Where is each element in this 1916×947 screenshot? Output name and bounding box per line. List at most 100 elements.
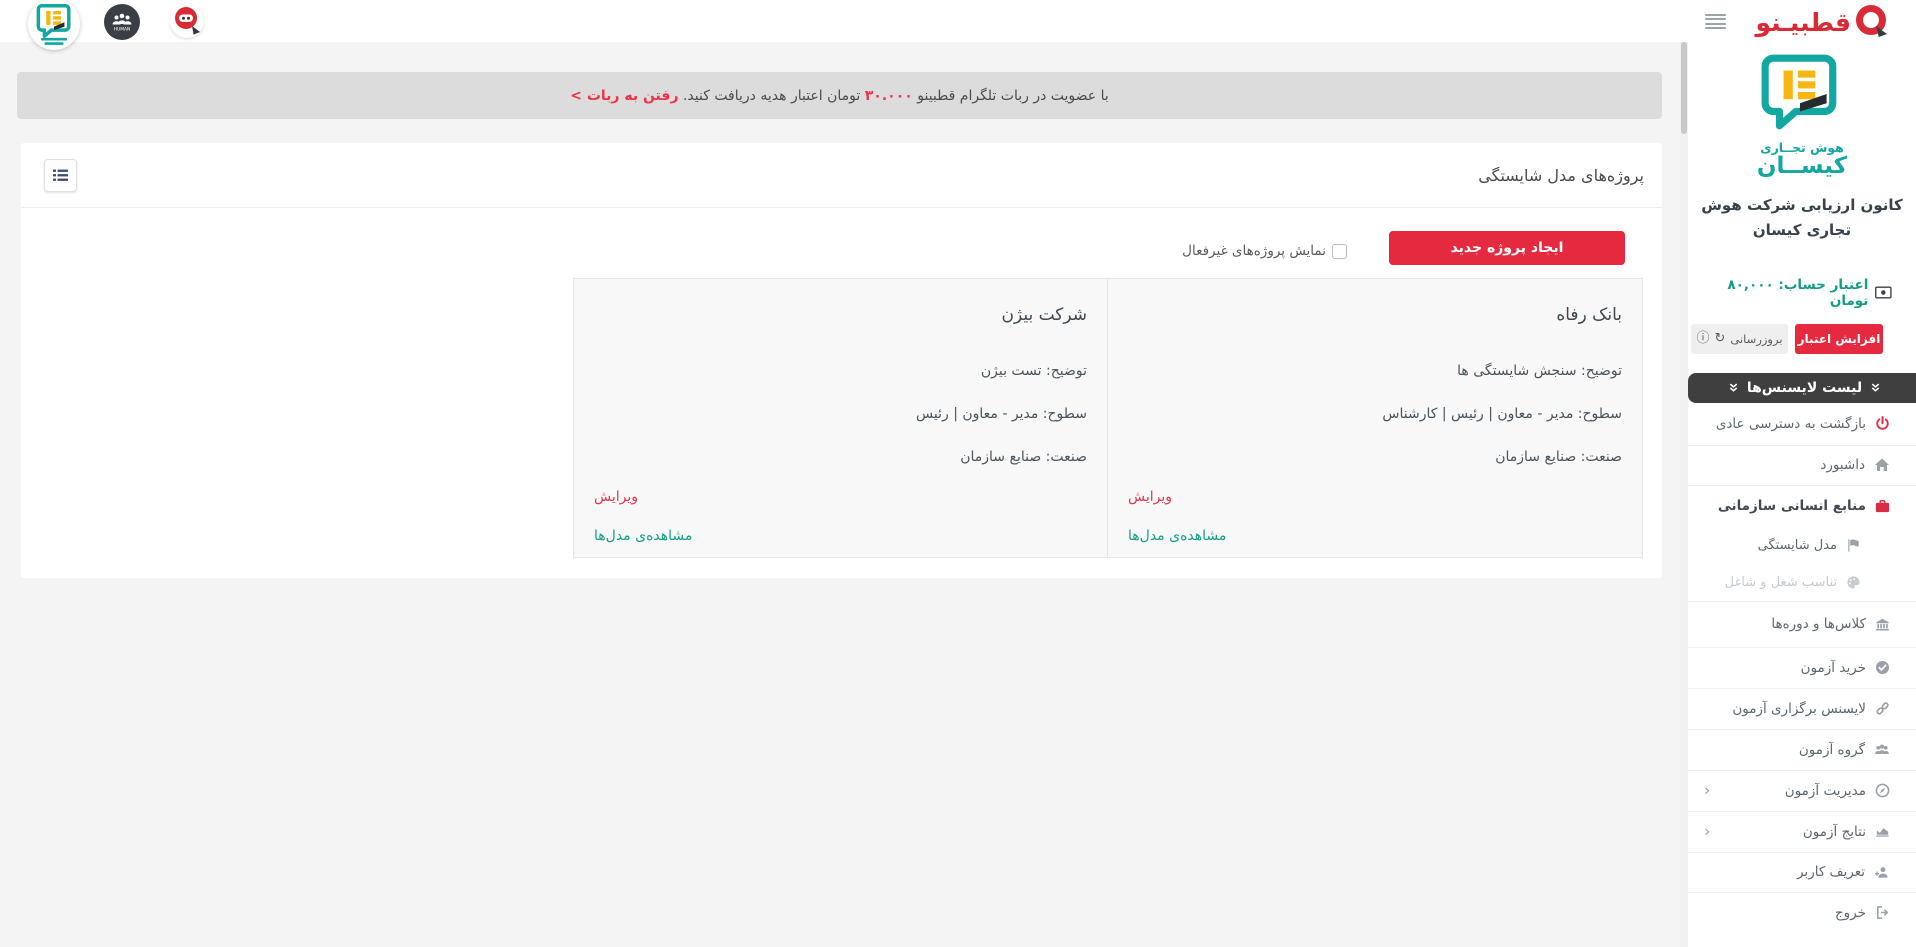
license-list-header[interactable]: لیست لایسنس‌ها	[1688, 372, 1916, 403]
project-description: توضیح: تست بیژن	[980, 363, 1087, 379]
banner-suffix: تومان اعتبار هدیه دریافت کنید.	[678, 87, 865, 104]
sidebar-item-job-fit: تناسب شغل و شاغل	[1688, 564, 1916, 601]
link-icon	[1876, 702, 1889, 715]
projects-panel: پروژه‌های مدل شایستگی ایجاد پروژه جدید ن…	[21, 143, 1662, 578]
project-industry: صنعت: صنایع سازمان	[1495, 449, 1622, 465]
sidebar-toggle-hamburger-icon[interactable]	[1705, 14, 1726, 30]
project-cards: بانک رفاه توضیح: سنجش شایستگی ها سطوح: م…	[573, 278, 1643, 558]
increase-credit-button[interactable]: افزایش اعتبار	[1795, 323, 1883, 354]
money-bill-icon	[1875, 286, 1892, 299]
sidebar-item-label: داشبورد	[1820, 457, 1865, 473]
chevron-double-down-icon	[1871, 383, 1880, 392]
sign-out-icon	[1877, 906, 1889, 919]
logo-caption-line1: هوش تجــاری	[1760, 140, 1844, 155]
organization-title: کانون ارزیابی شرکت هوش تجاری کیسان	[1701, 196, 1903, 239]
page-title: پروژه‌های مدل شایستگی	[1478, 166, 1644, 185]
vertical-scrollbar[interactable]	[1680, 42, 1688, 947]
project-card-bizhan: شرکت بیژن توضیح: تست بیژن سطوح: مدیر - م…	[574, 279, 1108, 557]
check-circle-icon	[1875, 660, 1890, 675]
sidebar-item-classes-courses[interactable]: کلاس‌ها و دوره‌ها	[1688, 600, 1916, 647]
brand-name: قطبیـنو	[1755, 7, 1852, 37]
banner-text: با عضویت در ربات تلگرام قطبینو ۳۰.۰۰۰ تو…	[570, 88, 1109, 104]
qotbino-bot-app-icon[interactable]	[170, 4, 204, 38]
sidebar-item-logout[interactable]: خروج	[1688, 891, 1916, 933]
qotbino-bot-icon	[175, 7, 200, 35]
main-content: با عضویت در ربات تلگرام قطبینو ۳۰.۰۰۰ تو…	[0, 42, 1680, 947]
sidebar-item-dashboard[interactable]: داشبورد	[1688, 444, 1916, 485]
sidebar-item-label: خروج	[1834, 904, 1866, 921]
banner-prefix: با عضویت در ربات تلگرام قطبینو	[912, 87, 1109, 104]
project-industry: صنعت: صنایع سازمان	[960, 449, 1087, 465]
go-to-bot-link[interactable]: رفتن به ربات >	[570, 87, 679, 104]
list-view-button[interactable]	[44, 159, 77, 192]
sidebar: هوش تجــاری کیســان کانون ارزیابی شرکت ه…	[1688, 0, 1916, 947]
sidebar-item-label: منابع انسانی سازمانی	[1717, 498, 1866, 514]
sidebar-item-label: کلاس‌ها و دوره‌ها	[1771, 616, 1866, 632]
account-credit-text: اعتبار حساب: ۸۰,۰۰۰ تومان	[1727, 276, 1869, 309]
sidebar-item-exam-management[interactable]: مدیریت آزمون ‹	[1688, 769, 1916, 811]
project-name: بانک رفاه	[1556, 305, 1622, 325]
sidebar-item-label: خرید آزمون	[1800, 659, 1866, 676]
palette-icon	[1847, 575, 1860, 589]
sidebar-item-competency-model[interactable]: مدل شایستگی	[1688, 527, 1916, 564]
account-credit: اعتبار حساب: ۸۰,۰۰۰ تومان	[1688, 277, 1916, 309]
logo-caption-line2: کیســان	[1756, 153, 1848, 179]
sidebar-item-back-to-normal-access[interactable]: بازگشت به دسترسی عادی	[1688, 403, 1916, 445]
edit-project-link[interactable]: ویرایش	[594, 489, 639, 505]
project-name: شرکت بیژن	[1001, 305, 1087, 325]
sidebar-item-exam-license[interactable]: لایسنس برگزاری آزمون	[1688, 687, 1916, 729]
view-models-link[interactable]: مشاهده‌ی مدل‌ها	[594, 528, 693, 544]
sidebar-item-label: تعریف کاربر	[1796, 864, 1865, 880]
sidebar-item-label: مدل شایستگی	[1757, 537, 1837, 553]
info-icon: ⓘ	[1696, 331, 1710, 346]
sidebar-item-buy-exam[interactable]: خرید آزمون	[1688, 646, 1916, 688]
home-icon	[1875, 458, 1889, 471]
briefcase-icon	[1875, 499, 1890, 512]
sidebar-item-label: گروه آزمون	[1798, 741, 1865, 758]
edit-project-link[interactable]: ویرایش	[1128, 489, 1173, 505]
sidebar-item-label: بازگشت به دسترسی عادی	[1715, 415, 1866, 432]
show-inactive-checkbox-row[interactable]: نمایش پروژه‌های غیرفعال	[1182, 243, 1347, 259]
qotbino-q-icon	[1856, 5, 1887, 37]
user-plus-icon	[1874, 866, 1888, 878]
panel-header: پروژه‌های مدل شایستگی	[21, 143, 1662, 208]
kisan-logo-icon	[36, 4, 71, 45]
sidebar-item-define-user[interactable]: تعریف کاربر	[1688, 851, 1916, 892]
scrollbar-thumb[interactable]	[1681, 42, 1687, 134]
sidebar-item-exam-results[interactable]: نتایج آزمون ‹	[1688, 810, 1916, 852]
kisan-logo-large-icon	[1761, 54, 1837, 130]
flag-icon	[1848, 538, 1859, 552]
project-levels: سطوح: مدیر - معاون | رئیس	[916, 406, 1087, 422]
show-inactive-checkbox[interactable]	[1332, 243, 1347, 259]
human-group-icon: HUMAN	[104, 4, 140, 40]
telegram-promo-banner: با عضویت در ربات تلگرام قطبینو ۳۰.۰۰۰ تو…	[17, 72, 1662, 119]
brand-logo[interactable]: قطبیـنو	[1755, 3, 1890, 41]
banner-amount: ۳۰.۰۰۰	[864, 87, 913, 104]
chevron-left-icon: ‹	[1704, 780, 1711, 800]
kisan-app-icon[interactable]	[28, 0, 80, 50]
license-list-header-label: لیست لایسنس‌ها	[1746, 379, 1863, 396]
project-description: توضیح: سنجش شایستگی ها	[1457, 363, 1622, 379]
refresh-credit-button[interactable]: بروزرسانی ↻ ⓘ	[1691, 323, 1788, 354]
sidebar-item-organizational-hr[interactable]: منابع انسانی سازمانی	[1688, 484, 1916, 527]
human-app-icon[interactable]: HUMAN	[104, 4, 140, 40]
chart-area-icon	[1876, 828, 1889, 837]
sidebar-item-label: مدیریت آزمون	[1784, 782, 1866, 799]
credit-buttons-row: افزایش اعتبار بروزرسانی ↻ ⓘ	[1688, 323, 1916, 354]
bank-icon	[1876, 618, 1889, 630]
chevron-left-icon: ‹	[1704, 821, 1711, 841]
human-icon-caption: HUMAN	[114, 27, 131, 33]
power-icon	[1876, 416, 1889, 430]
sidebar-item-label: نتایج آزمون	[1802, 823, 1866, 840]
compass-icon	[1875, 783, 1890, 798]
sidebar-item-label: لایسنس برگزاری آزمون	[1732, 700, 1866, 717]
show-inactive-label: نمایش پروژه‌های غیرفعال	[1182, 243, 1326, 259]
list-icon	[53, 169, 68, 181]
sidebar-item-exam-group[interactable]: گروه آزمون	[1688, 728, 1916, 770]
view-models-link[interactable]: مشاهده‌ی مدل‌ها	[1128, 528, 1227, 544]
project-card-bank-refah: بانک رفاه توضیح: سنجش شایستگی ها سطوح: م…	[1108, 279, 1642, 557]
topbar: HUMAN قطبیـنو	[0, 0, 1916, 50]
create-project-button[interactable]: ایجاد پروژه جدید	[1389, 231, 1625, 265]
refresh-icon: ↻	[1714, 331, 1726, 346]
